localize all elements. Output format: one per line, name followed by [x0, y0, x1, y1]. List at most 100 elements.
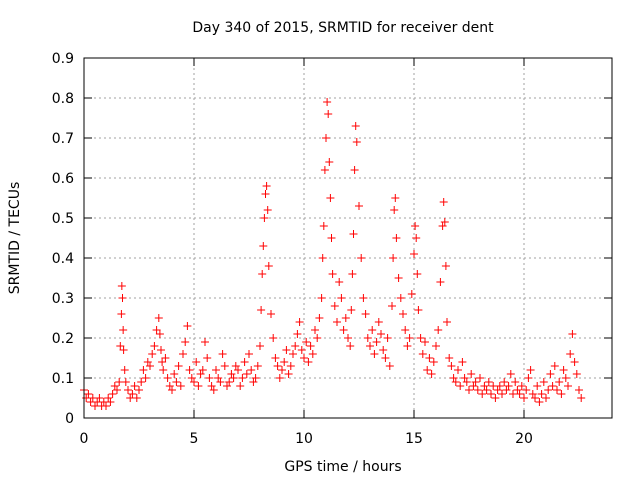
data-point [297, 346, 306, 354]
data-point [223, 382, 231, 390]
data-point [359, 294, 368, 302]
data-point [389, 254, 398, 262]
data-point [469, 382, 478, 390]
data-point [355, 202, 363, 210]
data-point [141, 374, 150, 382]
x-tick-label: 0 [80, 431, 89, 447]
data-point [344, 334, 352, 342]
data-point [566, 350, 575, 358]
data-point [504, 382, 513, 390]
data-point [535, 398, 544, 406]
grid-lines [84, 58, 612, 418]
data-point [196, 370, 205, 378]
data-point [251, 374, 260, 382]
data-point [460, 374, 469, 382]
data-point [258, 270, 267, 278]
data-point [95, 394, 104, 402]
data-point [128, 390, 137, 398]
data-point [216, 378, 225, 386]
data-point [491, 394, 500, 402]
data-point [432, 342, 440, 350]
data-point [225, 378, 234, 386]
data-point [236, 382, 245, 390]
data-point [328, 270, 337, 278]
data-point [366, 342, 374, 350]
y-tick-label: 0 [65, 411, 74, 427]
y-tick-label: 0.6 [52, 171, 74, 187]
data-point [548, 382, 557, 390]
data-point [425, 354, 434, 362]
data-point [330, 302, 339, 310]
data-point [327, 234, 336, 242]
data-point [493, 386, 502, 394]
data-point [572, 370, 581, 378]
data-point [322, 134, 330, 142]
data-point [282, 346, 291, 354]
data-point [412, 234, 421, 242]
data-point [124, 386, 132, 394]
data-point [304, 358, 313, 366]
data-point [416, 334, 425, 342]
data-point [564, 382, 572, 390]
data-point [372, 338, 381, 346]
data-point [118, 294, 127, 302]
data-point [119, 326, 128, 334]
data-point [405, 334, 414, 342]
data-point [427, 370, 436, 378]
data-point [394, 274, 403, 282]
data-point [158, 358, 167, 366]
data-point [289, 350, 297, 358]
data-point [441, 262, 450, 270]
y-tick-label: 0.4 [52, 251, 74, 267]
x-tick-label: 20 [515, 431, 533, 447]
data-point [555, 378, 564, 386]
data-point [352, 138, 361, 146]
data-point [320, 166, 329, 174]
data-point [391, 194, 400, 202]
x-tick-label: 10 [295, 431, 313, 447]
data-point [436, 278, 445, 286]
data-point [326, 194, 335, 202]
data-point [284, 370, 293, 378]
data-point [203, 354, 212, 362]
data-point [117, 282, 126, 290]
data-point [260, 214, 269, 222]
data-point [275, 374, 284, 382]
data-point [349, 230, 358, 238]
data-point [234, 366, 242, 374]
data-point [143, 358, 152, 366]
data-point [381, 354, 390, 362]
data-point [570, 358, 579, 366]
data-point [396, 294, 405, 302]
chart-title: Day 340 of 2015, SRMTID for receiver den… [192, 20, 494, 36]
data-point [259, 242, 268, 250]
data-point [325, 158, 334, 166]
data-point [245, 350, 253, 358]
data-point [120, 366, 129, 374]
data-point [528, 390, 537, 398]
data-point [539, 378, 548, 386]
y-tick-label: 0.3 [52, 291, 74, 307]
data-point [410, 250, 418, 258]
data-point [484, 378, 493, 386]
data-point [517, 382, 526, 390]
data-point [500, 378, 509, 386]
data-point [337, 294, 346, 302]
data-point [238, 374, 247, 382]
data-point [132, 394, 141, 402]
data-point [317, 294, 326, 302]
data-point [194, 382, 203, 390]
data-point [267, 310, 275, 318]
data-point [377, 330, 385, 338]
data-point [350, 166, 359, 174]
data-point [137, 378, 146, 386]
y-tick-label: 0.7 [52, 131, 74, 147]
data-point [473, 386, 482, 394]
data-point [311, 326, 319, 334]
data-point [135, 386, 143, 394]
data-point [104, 394, 113, 402]
data-point [577, 394, 586, 402]
data-point [482, 386, 491, 394]
data-point [363, 334, 372, 342]
data-point [163, 374, 172, 382]
